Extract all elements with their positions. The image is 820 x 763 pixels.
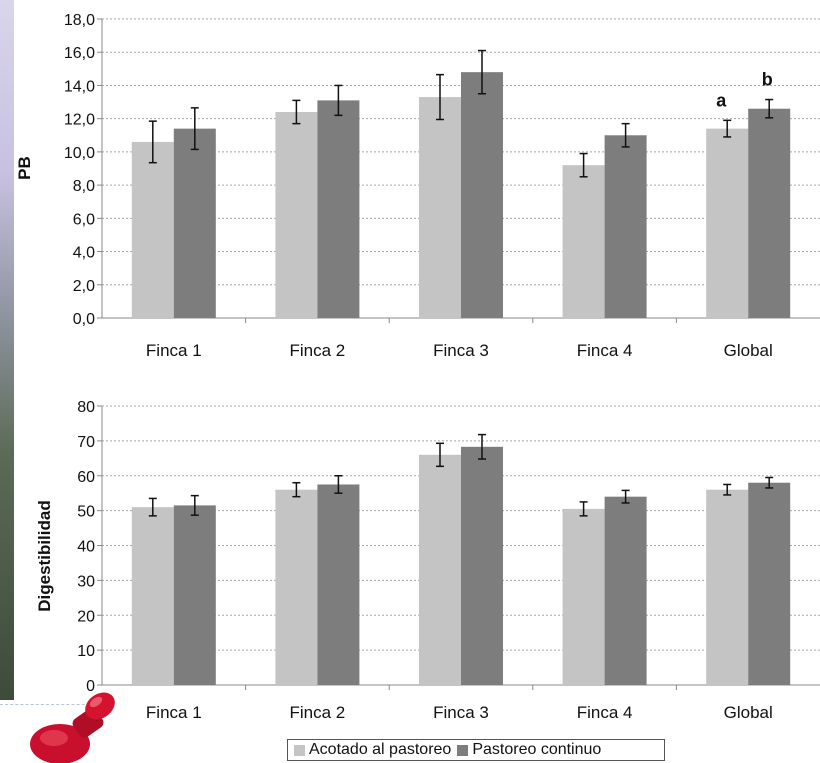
y-tick-label: 4,0 <box>73 245 95 262</box>
error-bar <box>190 494 199 516</box>
bar-acotado-finca-4 <box>562 508 605 685</box>
error-bar <box>478 49 486 95</box>
error-bar <box>579 152 588 178</box>
error-bar <box>436 73 444 121</box>
bar-pastoreo-finca-4 <box>604 135 647 318</box>
significance-annotation: b <box>762 70 773 90</box>
bar-pastoreo-global <box>748 108 791 318</box>
x-tick-label: Finca 4 <box>577 341 633 360</box>
x-tick-label: Finca 2 <box>290 703 346 722</box>
y-tick-label: 8,0 <box>73 178 95 195</box>
error-bar <box>765 98 774 119</box>
y-tick-label: 40 <box>77 539 95 556</box>
y-tick-label: 20 <box>77 608 95 625</box>
bar-acotado-finca-3 <box>419 97 461 318</box>
y-tick-label: 80 <box>77 399 95 416</box>
bar-acotado-finca-2 <box>275 489 318 685</box>
x-tick-label: Finca 1 <box>146 703 202 722</box>
y-tick-label: 10,0 <box>64 145 95 162</box>
chart-pb: 0,0 2,0 4,0 6,0 8,0 10,0 12,0 14,0 16,0 18,0 PB Fin… <box>15 12 820 360</box>
y-tick-label: 60 <box>77 469 95 486</box>
significance-annotation: a <box>716 90 727 110</box>
bar-acotado-global <box>706 489 749 685</box>
y-tick-label: 30 <box>77 573 95 590</box>
x-tick-label: Global <box>724 341 773 360</box>
error-bar <box>478 433 486 460</box>
legend-swatch-pastoreo <box>457 744 469 756</box>
legend-swatch-acotado <box>294 744 305 756</box>
error-bar <box>148 497 157 517</box>
error-bar <box>334 84 343 117</box>
x-tick-label: Finca 3 <box>433 703 489 722</box>
error-bar <box>148 120 157 164</box>
dashed-divider <box>0 704 100 705</box>
y-axis-label: Digestibilidad <box>35 500 54 611</box>
error-bar <box>723 483 732 496</box>
error-bar <box>621 489 630 504</box>
legend-entry-pastoreo: Pastoreo continuo <box>457 741 601 759</box>
y-tick-label: 0 <box>86 678 95 695</box>
error-bar <box>334 475 343 494</box>
x-tick-label: Global <box>724 703 773 722</box>
bar-pastoreo-finca-4 <box>604 496 647 685</box>
y-axis-label: PB <box>15 156 34 180</box>
background-photo-strip <box>0 0 14 700</box>
legend-label-acotado: Acotado al pastoreo <box>309 741 452 758</box>
legend: Acotado al pastoreo Pastoreo continuo <box>287 739 665 761</box>
bar-pastoreo-finca-2 <box>317 100 360 319</box>
bar-pastoreo-finca-1 <box>173 505 216 685</box>
bar-pastoreo-finca-3 <box>461 446 503 685</box>
y-tick-label: 70 <box>77 434 95 451</box>
y-tick-label: 0,0 <box>73 311 95 328</box>
x-tick-label: Finca 4 <box>577 703 633 722</box>
error-bar <box>190 107 199 151</box>
error-bar <box>621 122 630 148</box>
error-bar <box>765 476 774 489</box>
bar-acotado-finca-4 <box>562 165 605 318</box>
bar-acotado-finca-3 <box>419 454 461 685</box>
error-bar <box>723 119 732 138</box>
bar-pastoreo-finca-2 <box>317 484 360 685</box>
bar-acotado-finca-2 <box>275 112 318 319</box>
error-bar <box>292 99 301 125</box>
legend-label-pastoreo: Pastoreo continuo <box>472 741 602 758</box>
bar-pastoreo-finca-1 <box>173 128 216 318</box>
bar-acotado-global <box>706 128 749 318</box>
y-tick-label: 14,0 <box>64 78 95 95</box>
y-tick-label: 50 <box>77 504 95 521</box>
chart-digestibilidad: 0 10 20 30 40 50 60 70 80 Digestibilidad Finca 1 Fi… <box>35 399 820 722</box>
y-tick-label: 18,0 <box>64 12 95 29</box>
y-tick-label: 10 <box>77 643 95 660</box>
y-tick-label: 12,0 <box>64 112 95 129</box>
error-bar <box>579 501 588 517</box>
bar-pastoreo-finca-3 <box>461 72 503 319</box>
y-tick-label: 2,0 <box>73 278 95 295</box>
y-tick-label: 6,0 <box>73 211 95 228</box>
pushpin-icon <box>30 692 115 763</box>
error-bar <box>436 442 444 468</box>
bar-acotado-finca-1 <box>131 141 174 318</box>
x-tick-label: Finca 3 <box>433 341 489 360</box>
bar-pastoreo-global <box>748 482 791 685</box>
legend-entry-acotado: Acotado al pastoreo <box>294 741 451 759</box>
error-bar <box>292 481 301 498</box>
x-tick-label: Finca 1 <box>146 341 202 360</box>
x-tick-label: Finca 2 <box>290 341 346 360</box>
y-tick-label: 16,0 <box>64 45 95 62</box>
bar-acotado-finca-1 <box>131 507 174 685</box>
